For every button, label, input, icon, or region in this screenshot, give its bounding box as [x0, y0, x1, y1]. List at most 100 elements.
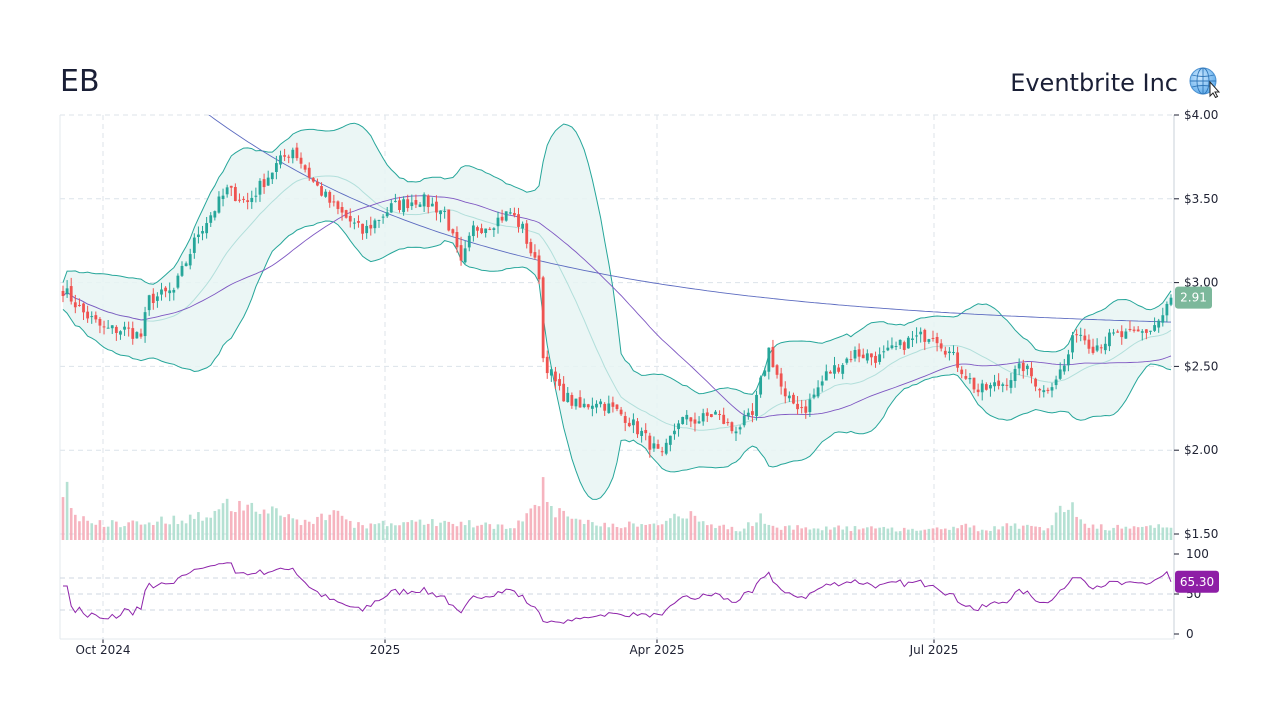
rsi-value-label: 65.30: [1180, 575, 1214, 589]
candle-body: [890, 345, 894, 349]
volume-bar: [279, 515, 282, 540]
candle-body: [164, 287, 167, 292]
volume-bar: [1005, 523, 1009, 540]
volume-bar: [898, 531, 902, 540]
candle-body: [406, 199, 410, 209]
candle-body: [410, 202, 414, 207]
volume-bar: [529, 508, 533, 540]
candle-body: [139, 333, 143, 337]
candle-body: [673, 430, 676, 435]
volume-bar: [353, 527, 356, 540]
candle-body: [898, 339, 902, 346]
candle-body: [197, 234, 200, 238]
candle-body: [562, 383, 566, 402]
time-tick-label: Oct 2024: [75, 643, 130, 657]
candle-body: [1112, 332, 1115, 334]
volume-bar: [1017, 528, 1021, 540]
volume-bar: [1083, 523, 1087, 540]
candle-body: [894, 346, 898, 348]
volume-bar: [603, 522, 606, 540]
candle-body: [324, 191, 328, 197]
candle-body: [878, 354, 882, 362]
candle-body: [927, 339, 931, 342]
candle-body: [246, 200, 250, 203]
volume-bar: [1087, 527, 1091, 540]
volume-bar: [110, 520, 114, 540]
candle-body: [923, 329, 927, 342]
volume-bar: [632, 523, 635, 540]
candle-body: [291, 149, 295, 159]
candle-body: [787, 395, 791, 399]
candle-body: [201, 230, 204, 234]
candle-body: [258, 180, 262, 195]
candle-body: [69, 286, 73, 302]
volume-bar: [730, 526, 734, 540]
volume-bar: [394, 525, 397, 540]
volume-bar: [710, 524, 713, 540]
candle-body: [205, 223, 209, 234]
volume-bar: [201, 520, 204, 540]
volume-bar: [94, 524, 98, 540]
candle-body: [870, 353, 873, 358]
volume-bar: [377, 523, 381, 540]
volume-bar: [451, 523, 455, 540]
candle-body: [726, 422, 730, 424]
candle-body: [701, 413, 705, 422]
candle-body: [488, 228, 492, 230]
volume-bar: [545, 501, 549, 540]
volume-bar: [878, 527, 881, 540]
candle-body: [1140, 331, 1144, 333]
volume-bar: [1153, 527, 1156, 540]
candle-body: [845, 358, 849, 363]
volume-bar: [525, 513, 529, 540]
volume-bar: [324, 520, 327, 540]
candle-body: [73, 302, 77, 308]
candle-body: [549, 369, 553, 376]
candle-body: [1087, 339, 1091, 349]
volume-bar: [566, 516, 570, 540]
candle-body: [664, 442, 668, 454]
candle-body: [1030, 367, 1033, 377]
candle-body: [336, 201, 340, 209]
candle-body: [989, 385, 992, 389]
volume-bar: [599, 526, 602, 540]
candle-body: [1157, 320, 1161, 328]
candle-body: [119, 331, 122, 335]
candle-body: [398, 200, 401, 211]
volume-bar: [948, 529, 951, 540]
upper-band: [62, 122, 1172, 395]
candle-body: [627, 422, 631, 427]
volume-bar: [586, 519, 590, 540]
candle-body: [229, 185, 233, 188]
volume-bar: [1046, 528, 1050, 540]
volume-bar: [336, 510, 340, 540]
candle-body: [837, 367, 840, 372]
time-tick-label: Jul 2025: [909, 643, 959, 657]
candle-body: [709, 414, 713, 417]
candle-body: [759, 377, 763, 395]
candle-body: [595, 403, 598, 408]
globe-icon[interactable]: [1188, 66, 1220, 98]
candle-body: [861, 354, 865, 359]
volume-bar: [291, 518, 295, 540]
candle-body: [172, 289, 176, 293]
candle-body: [385, 212, 389, 217]
volume-bar: [414, 521, 418, 540]
volume-bar: [398, 525, 401, 540]
volume-bar: [537, 506, 541, 540]
candle-body: [316, 181, 319, 186]
volume-bar: [275, 508, 278, 540]
volume-bar: [168, 524, 171, 540]
volume-bar: [759, 513, 762, 540]
volume-bar: [550, 506, 553, 540]
candle-body: [160, 289, 163, 295]
candle-body: [513, 213, 516, 216]
volume-bar: [1075, 516, 1078, 540]
candle-body: [213, 211, 217, 218]
candle-body: [796, 403, 799, 410]
candle-body: [143, 312, 147, 337]
candle-body: [168, 290, 172, 294]
volume-bar: [845, 526, 849, 540]
candle-body: [459, 245, 463, 261]
volume-bar: [952, 526, 955, 540]
